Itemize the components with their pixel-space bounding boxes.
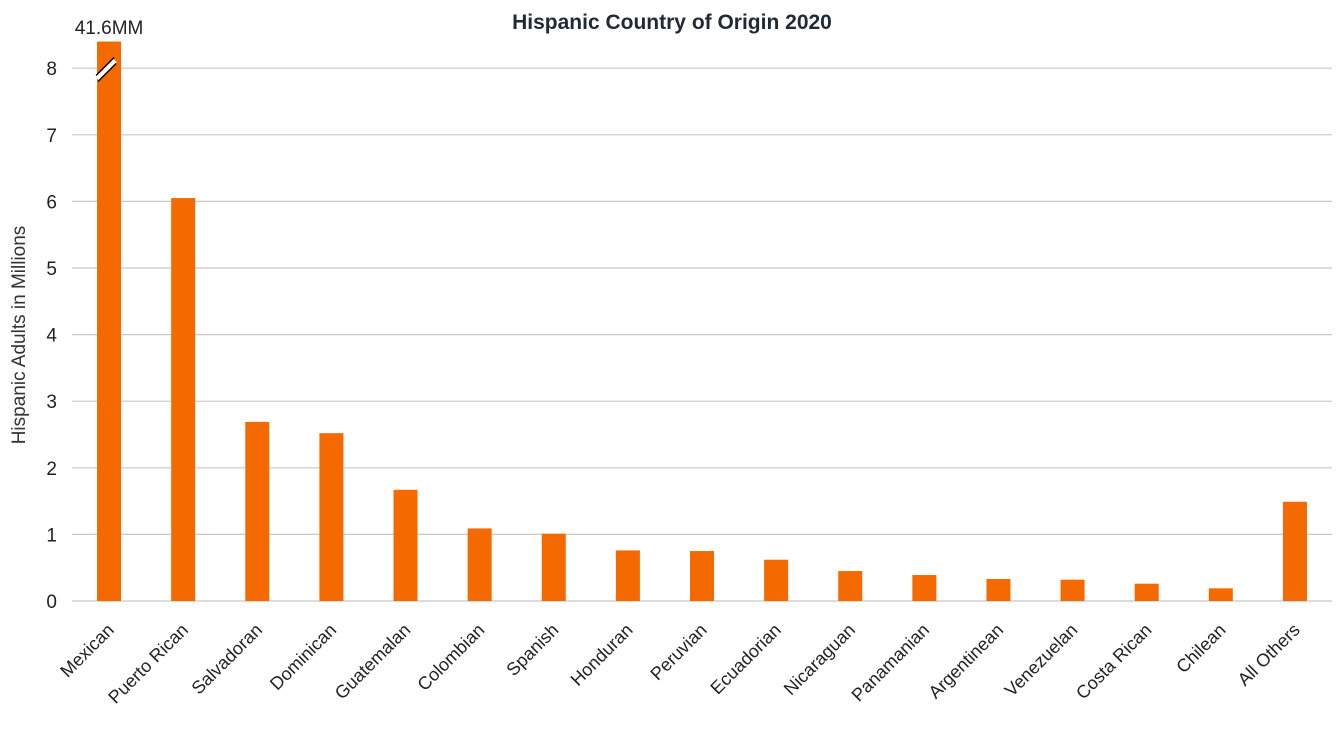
bar (171, 198, 196, 601)
axis-break-line (95, 57, 115, 77)
x-tick-label: Mexican (56, 620, 118, 682)
bar (838, 571, 863, 601)
y-tick-label: 5 (46, 259, 57, 280)
y-tick-label: 0 (46, 592, 57, 613)
y-axis-label: Hispanic Adults in Millions (9, 226, 30, 445)
bar (690, 551, 714, 601)
y-tick-label: 7 (46, 126, 57, 147)
y-tick-label: 4 (46, 326, 57, 347)
annotations: 41.6MM (75, 18, 144, 83)
bars (97, 41, 1307, 602)
x-tick-label: Colombian (413, 620, 488, 695)
x-tick-label: Dominican (266, 620, 340, 694)
chart-title: Hispanic Country of Origin 2020 (512, 11, 832, 34)
bar (467, 528, 492, 601)
bar (541, 533, 566, 601)
y-tick-label: 3 (46, 392, 57, 413)
bar (1060, 579, 1085, 601)
x-tick-label: Spanish (502, 620, 562, 680)
y-axis-ticks: 0 1 2 3 4 5 6 7 8 (46, 59, 57, 613)
data-label: 41.6MM (75, 18, 144, 39)
x-tick-label: Nicaraguan (780, 620, 859, 699)
y-tick-label: 8 (46, 59, 57, 80)
x-tick-label: Puerto Rican (104, 620, 192, 708)
axis-break-line (97, 63, 117, 83)
axis-break-gap (95, 58, 117, 81)
bar (1208, 588, 1233, 601)
x-tick-label: Peruvian (646, 620, 710, 684)
x-tick-label: Panamanian (848, 620, 934, 706)
y-tick-label: 1 (46, 525, 57, 546)
x-tick-label: Guatemalan (331, 620, 414, 703)
y-tick-label: 6 (46, 192, 57, 213)
x-tick-label: All Others (1234, 620, 1304, 690)
bar (245, 421, 270, 601)
bar (912, 575, 937, 601)
bar (1282, 501, 1307, 601)
x-tick-label: Salvadoran (188, 620, 267, 699)
x-tick-label: Ecuadorian (706, 620, 785, 699)
bar (97, 41, 122, 602)
x-tick-label: Chilean (1172, 620, 1229, 677)
bar (764, 559, 789, 601)
x-tick-label: Venezuelan (1001, 620, 1082, 701)
x-tick-label: Costa Rican (1072, 620, 1155, 703)
bar (319, 433, 344, 601)
bar (986, 579, 1011, 601)
x-tick-label: Argentinean (925, 620, 1008, 703)
gridlines (72, 67, 1332, 602)
bar (1134, 583, 1159, 601)
x-tick-label: Honduran (567, 620, 637, 690)
bar (393, 489, 418, 601)
bar (615, 550, 640, 601)
y-tick-label: 2 (46, 459, 57, 480)
